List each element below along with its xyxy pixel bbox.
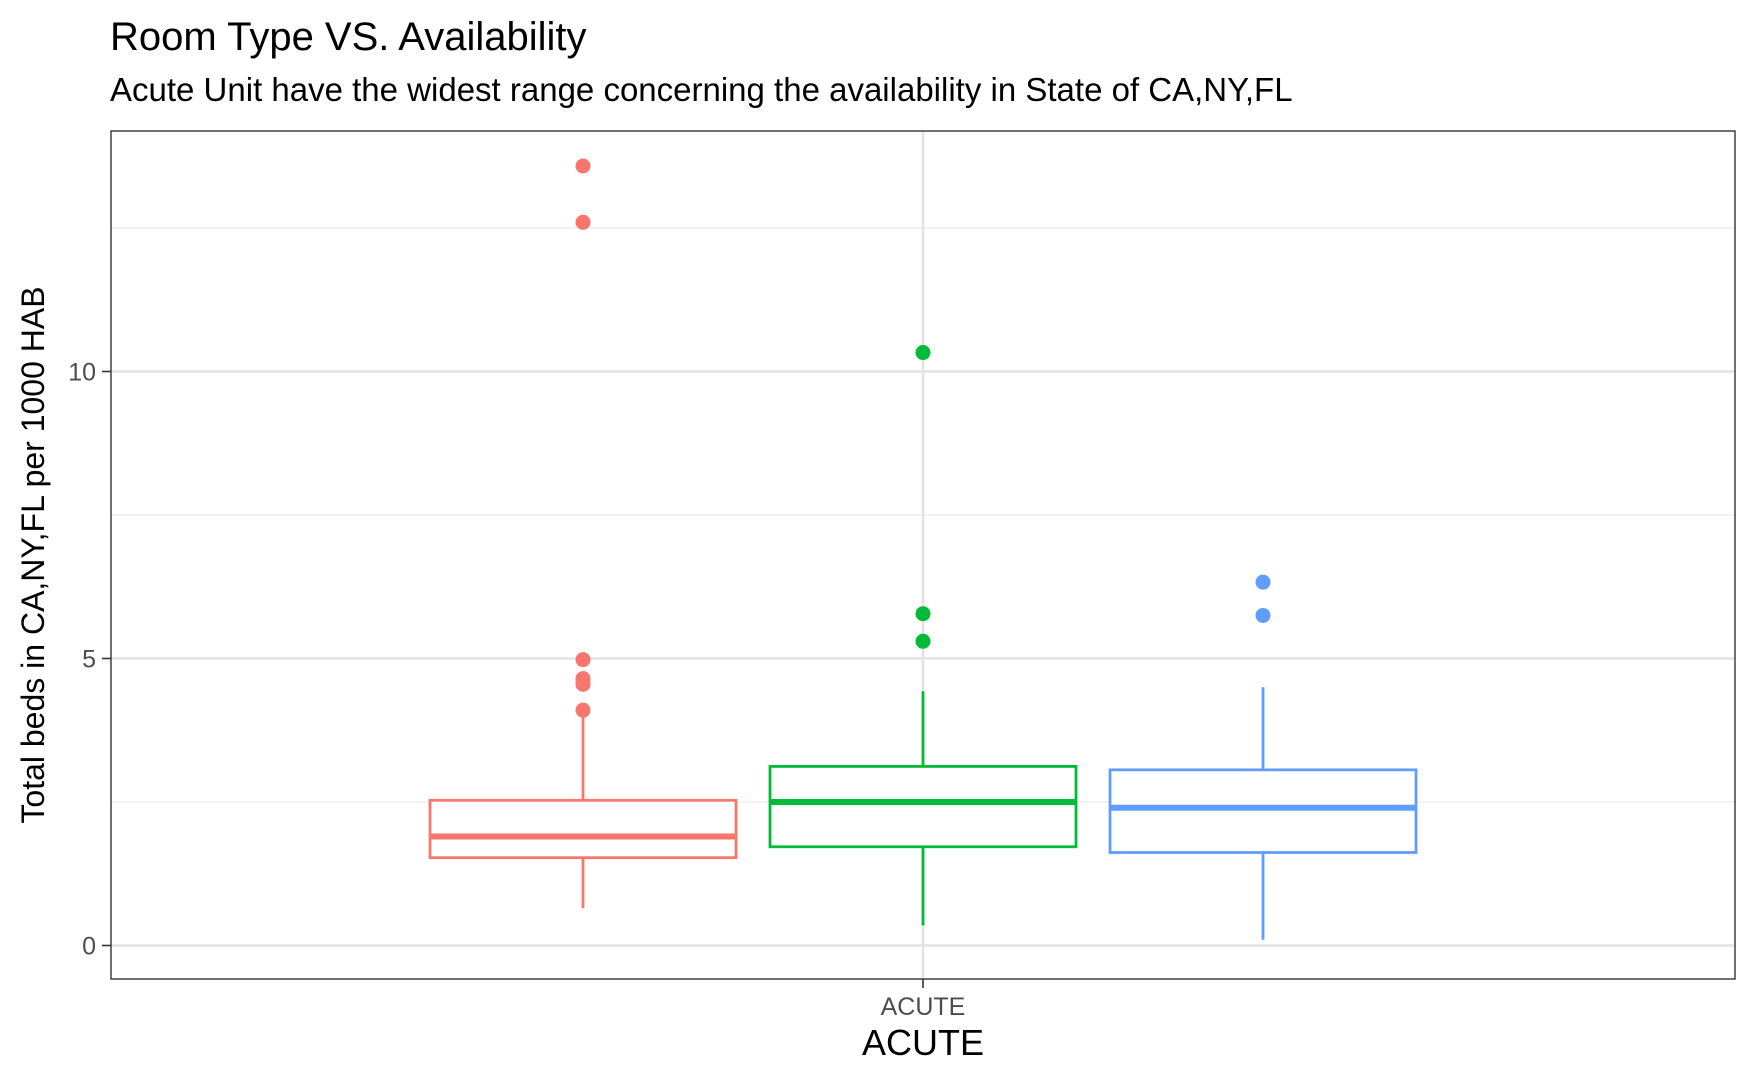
outlier-point [575,214,591,230]
box [428,798,738,860]
y-axis-title: Total beds in CA,NY,FL per 1000 HAB [15,286,51,823]
axis-layer: 0 5 10 ACUTE [68,359,965,1022]
y-tick-label: 0 [82,933,96,961]
marks-layer [428,158,1418,940]
boxplot-group [768,345,1078,926]
boxplot-group [428,158,738,909]
outlier-point [575,652,591,668]
outlier-point [1255,607,1271,623]
chart-title: Room Type VS. Availability [110,15,587,59]
outlier-point [1255,574,1271,590]
outlier-point [915,345,931,361]
chart-subtitle: Acute Unit have the widest range concern… [110,71,1293,108]
outlier-point [915,633,931,649]
boxplot-group [1108,574,1418,940]
outlier-point [575,671,591,687]
y-tick-label: 10 [68,359,96,387]
y-tick-label: 5 [82,646,96,674]
x-tick-label: ACUTE [881,993,966,1021]
x-axis-title: ACUTE [862,1022,984,1063]
outlier-point [575,158,591,174]
box [768,765,1078,849]
outlier-point [575,702,591,718]
box [1108,768,1418,854]
outlier-point [915,606,931,622]
